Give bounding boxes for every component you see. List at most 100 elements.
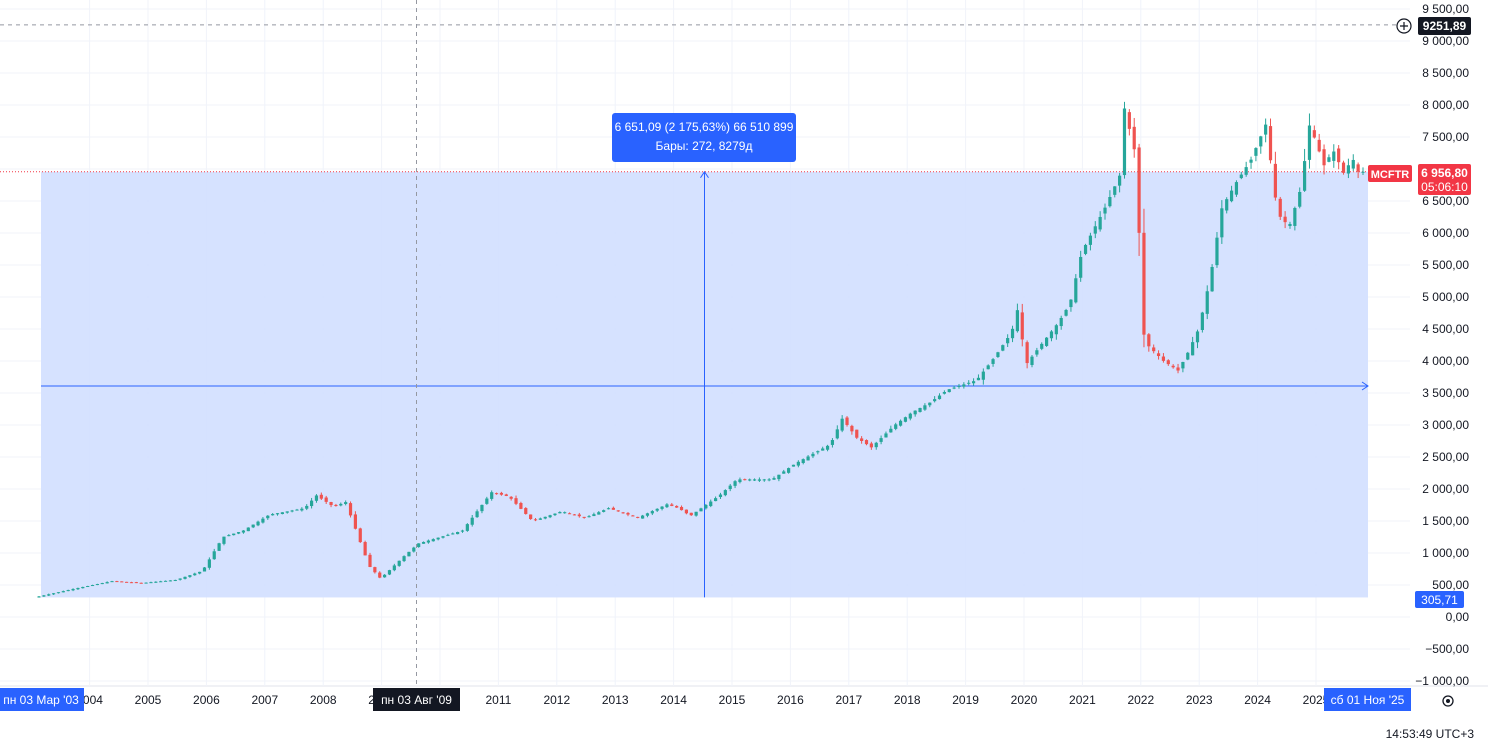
time-axis[interactable]: 2004200520062007200820092010201120122013… <box>76 693 1329 707</box>
candle-body <box>830 440 835 445</box>
candle-body <box>1191 342 1195 356</box>
candle-body <box>168 580 173 582</box>
candle-body <box>144 582 148 584</box>
candle-body <box>952 387 956 389</box>
add-alert-button[interactable] <box>1396 18 1412 34</box>
candle-body <box>1171 365 1175 368</box>
range-low-price-text: 305,71 <box>1421 593 1458 607</box>
candle-body <box>324 497 328 502</box>
candle-body <box>1103 207 1107 214</box>
candle-body <box>227 535 231 537</box>
range-end-date-text: сб 01 Ноя '25 <box>1331 693 1405 707</box>
candle-body <box>1225 199 1229 211</box>
candle-body <box>704 504 708 509</box>
range-end-date-label: сб 01 Ноя '25 <box>1324 688 1411 711</box>
candle-body <box>217 543 221 551</box>
candle-body <box>56 592 61 594</box>
price-axis[interactable]: 9 500,00 9 000,00 8 500,00 8 000,00 7 500,00… <box>1415 2 1469 688</box>
candle-body <box>1278 198 1282 217</box>
candle-body <box>421 541 426 544</box>
candle-body <box>898 420 903 426</box>
candle-body <box>787 468 791 473</box>
candle-body <box>835 429 839 439</box>
x-tick-label: 2018 <box>894 693 921 707</box>
symbol-tag[interactable]: MCFTR <box>1368 165 1412 182</box>
candle-body <box>1064 309 1068 316</box>
candle-body <box>295 509 299 511</box>
candle-body <box>504 494 508 496</box>
candle-body <box>509 496 513 499</box>
candle-body <box>825 445 830 450</box>
candle-body <box>1210 266 1214 292</box>
candle-body <box>971 381 976 384</box>
candle-body <box>1264 124 1268 135</box>
candle-body <box>154 581 158 583</box>
candle-body <box>339 503 343 506</box>
candle-body <box>490 492 494 499</box>
candle-body <box>373 567 377 573</box>
candle-body <box>198 571 202 574</box>
candle-body <box>95 584 100 586</box>
candle-body <box>1118 175 1122 186</box>
clock[interactable]: 14:53:49 UTC+3 <box>1385 727 1474 741</box>
candle-body <box>757 479 762 481</box>
candle-body <box>402 556 406 562</box>
candle-body <box>772 478 776 480</box>
candle-body <box>1113 186 1117 195</box>
candle-body <box>538 518 542 520</box>
candle-body <box>1142 232 1146 335</box>
range-start-date-label: пн 03 Мар '03 <box>0 688 84 711</box>
y-tick-label: 5 000,00 <box>1422 290 1469 304</box>
candle-body <box>840 418 844 431</box>
candle-body <box>183 576 187 579</box>
range-low-price-label: 305,71 <box>1415 591 1464 608</box>
candle-body <box>782 471 786 474</box>
candle-body <box>266 515 270 519</box>
candle-body <box>431 539 435 542</box>
candle-body <box>1010 328 1015 339</box>
candle-body <box>149 582 153 584</box>
chart-settings-button[interactable] <box>1442 695 1454 707</box>
candle-body <box>709 501 713 507</box>
candle-body <box>392 565 396 571</box>
candle-body <box>1312 130 1316 138</box>
x-tick-label: 2011 <box>485 693 511 707</box>
candle-body <box>344 502 348 505</box>
candle-body <box>1332 151 1336 161</box>
candle-body <box>791 464 796 467</box>
measure-vertical-arrow <box>700 170 709 179</box>
candle-body <box>777 474 781 480</box>
candle-body <box>290 510 294 512</box>
candle-body <box>869 443 873 448</box>
candle-body <box>1327 157 1331 162</box>
candle-body <box>271 514 275 516</box>
candle-body <box>383 574 387 578</box>
candle-body <box>957 385 961 387</box>
candle-body <box>353 514 357 529</box>
candle-body <box>767 479 771 481</box>
y-tick-label: 9 500,00 <box>1422 2 1469 16</box>
candle-body <box>1122 108 1127 176</box>
candle-body <box>529 514 533 520</box>
candle-body <box>1317 139 1321 152</box>
candle-body <box>207 559 211 568</box>
candle-body <box>173 579 177 581</box>
candle-body <box>163 580 168 582</box>
candle-body <box>577 514 581 517</box>
measure-tooltip-line1: 6 651,09 (2 175,63%) 66 510 899 <box>614 120 794 134</box>
candle-body <box>650 511 654 514</box>
candle-body <box>178 578 182 580</box>
x-tick-label: 2008 <box>310 693 337 707</box>
candle-body <box>90 585 95 587</box>
candle-body <box>879 438 883 442</box>
candle-body <box>451 533 455 535</box>
symbol-tag-text: MCFTR <box>1371 169 1410 181</box>
candle-body <box>655 508 659 511</box>
candle-body <box>670 504 674 506</box>
x-tick-label: 2014 <box>660 693 687 707</box>
candle-body <box>675 505 679 508</box>
candle-body <box>1200 312 1204 330</box>
candle-body <box>1156 353 1161 357</box>
candle-body <box>679 506 684 511</box>
